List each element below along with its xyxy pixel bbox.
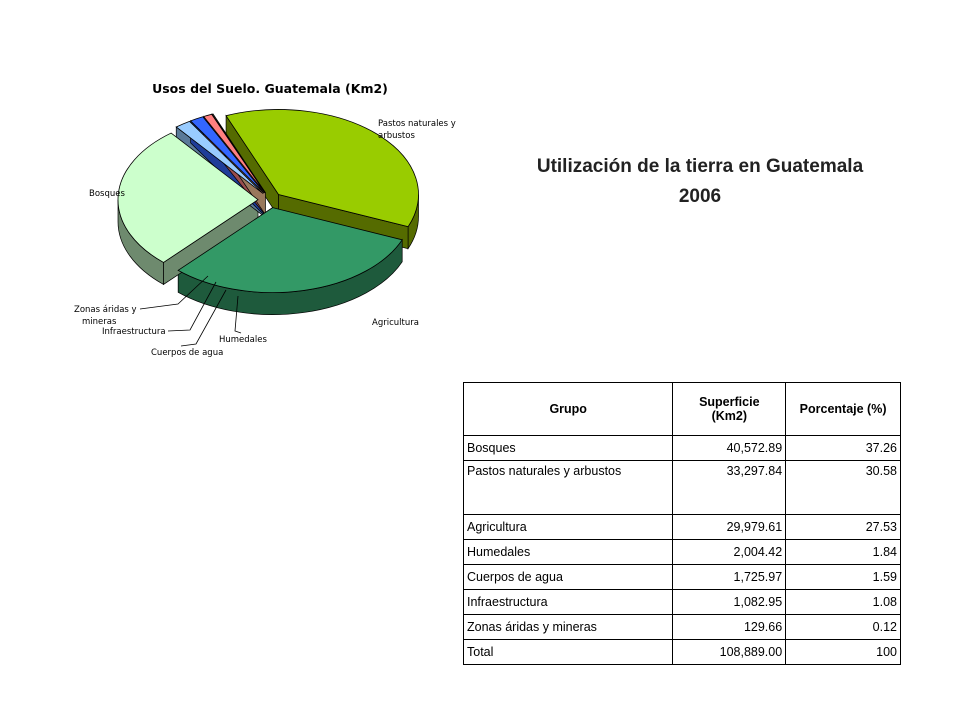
slice-label-pastos-2: arbustos [378, 131, 415, 141]
pie-slices [117, 109, 419, 315]
cell-porcentaje: 1.08 [785, 589, 901, 615]
header-superficie: Superficie (Km2) [672, 382, 787, 436]
slice-label-bosques: Bosques [89, 189, 125, 199]
cell-grupo: Humedales [462, 539, 674, 565]
header-superficie-line2: (Km2) [711, 409, 747, 423]
table-row: Cuerpos de agua 1,725.97 1.59 [462, 564, 901, 590]
table-row: Infraestructura 1,082.95 1.08 [462, 589, 901, 615]
cell-porcentaje: 1.59 [785, 564, 901, 590]
leader-line-infraestructura [167, 281, 217, 332]
cell-porcentaje: 0.12 [785, 614, 901, 640]
slide-title: Utilización de la tierra en Guatemala 20… [500, 152, 900, 212]
cell-superficie: 29,979.61 [672, 514, 787, 540]
cell-porcentaje: 27.53 [785, 514, 901, 540]
leader-line-cuerpos [180, 289, 227, 347]
slice-cuerpos-de-agua [189, 116, 265, 194]
cell-superficie: 40,572.89 [672, 435, 787, 461]
cell-porcentaje: 37.26 [785, 435, 901, 461]
header-grupo: Grupo [462, 382, 674, 436]
cell-grupo: Agricultura [462, 514, 674, 540]
cell-superficie: 2,004.42 [672, 539, 787, 565]
slice-label-pastos-1: Pastos naturales y [378, 119, 456, 129]
slide-title-line1: Utilización de la tierra en Guatemala [536, 156, 864, 177]
slice-label-cuerpos: Cuerpos de agua [151, 348, 223, 358]
table-row: Bosques 40,572.89 37.26 [462, 435, 901, 461]
cell-superficie: 33,297.84 [672, 460, 787, 515]
cell-grupo: Total [462, 639, 674, 665]
slice-bosques [225, 109, 419, 228]
slice-label-zonas-1: Zonas áridas y [74, 305, 137, 315]
cell-grupo: Zonas áridas y mineras [462, 614, 674, 640]
table-row: Pastos naturales y arbustos 33,297.84 30… [462, 460, 901, 515]
table-header-row: Grupo Superficie (Km2) Porcentaje (%) [462, 382, 901, 436]
cell-superficie: 1,725.97 [672, 564, 787, 590]
table-row: Agricultura 29,979.61 27.53 [462, 514, 901, 540]
header-porcentaje: Porcentaje (%) [785, 382, 901, 436]
slice-label-agricultura: Agricultura [372, 318, 419, 328]
slice-zonas-aridas-y-mineras [211, 113, 266, 194]
cell-grupo: Cuerpos de agua [462, 564, 674, 590]
slide-title-line2: 2006 [678, 186, 722, 207]
cell-porcentaje: 1.84 [785, 539, 901, 565]
cell-grupo: Bosques [462, 435, 674, 461]
cell-grupo: Infraestructura [462, 589, 674, 615]
cell-porcentaje: 100 [785, 639, 901, 665]
cell-superficie: 1,082.95 [672, 589, 787, 615]
table-row: Zonas áridas y mineras 129.66 0.12 [462, 614, 901, 640]
table-row: Humedales 2,004.42 1.84 [462, 539, 901, 565]
leader-line-humedales [234, 295, 242, 334]
leader-lines [139, 275, 242, 347]
cell-porcentaje: 30.58 [785, 460, 901, 515]
cell-superficie: 129.66 [672, 614, 787, 640]
slice-humedales [175, 120, 264, 194]
table-row-total: Total 108,889.00 100 [462, 639, 901, 665]
chart-title: Usos del Suelo. Guatemala (Km2) [152, 81, 388, 96]
cell-grupo: Pastos naturales y arbustos [462, 460, 674, 515]
slice-label-infraestructura: Infraestructura [102, 327, 166, 337]
header-superficie-line1: Superficie [699, 395, 760, 409]
slice-label-zonas-2: mineras [82, 317, 117, 327]
cell-superficie: 108,889.00 [672, 639, 787, 665]
slice-agricultura [117, 132, 259, 263]
slice-label-humedales: Humedales [219, 335, 267, 345]
land-use-table: Grupo Superficie (Km2) Porcentaje (%) Bo… [462, 382, 901, 665]
slice-pastos-naturales-y-arbustos [177, 207, 403, 294]
leader-line-zonas [139, 275, 209, 310]
